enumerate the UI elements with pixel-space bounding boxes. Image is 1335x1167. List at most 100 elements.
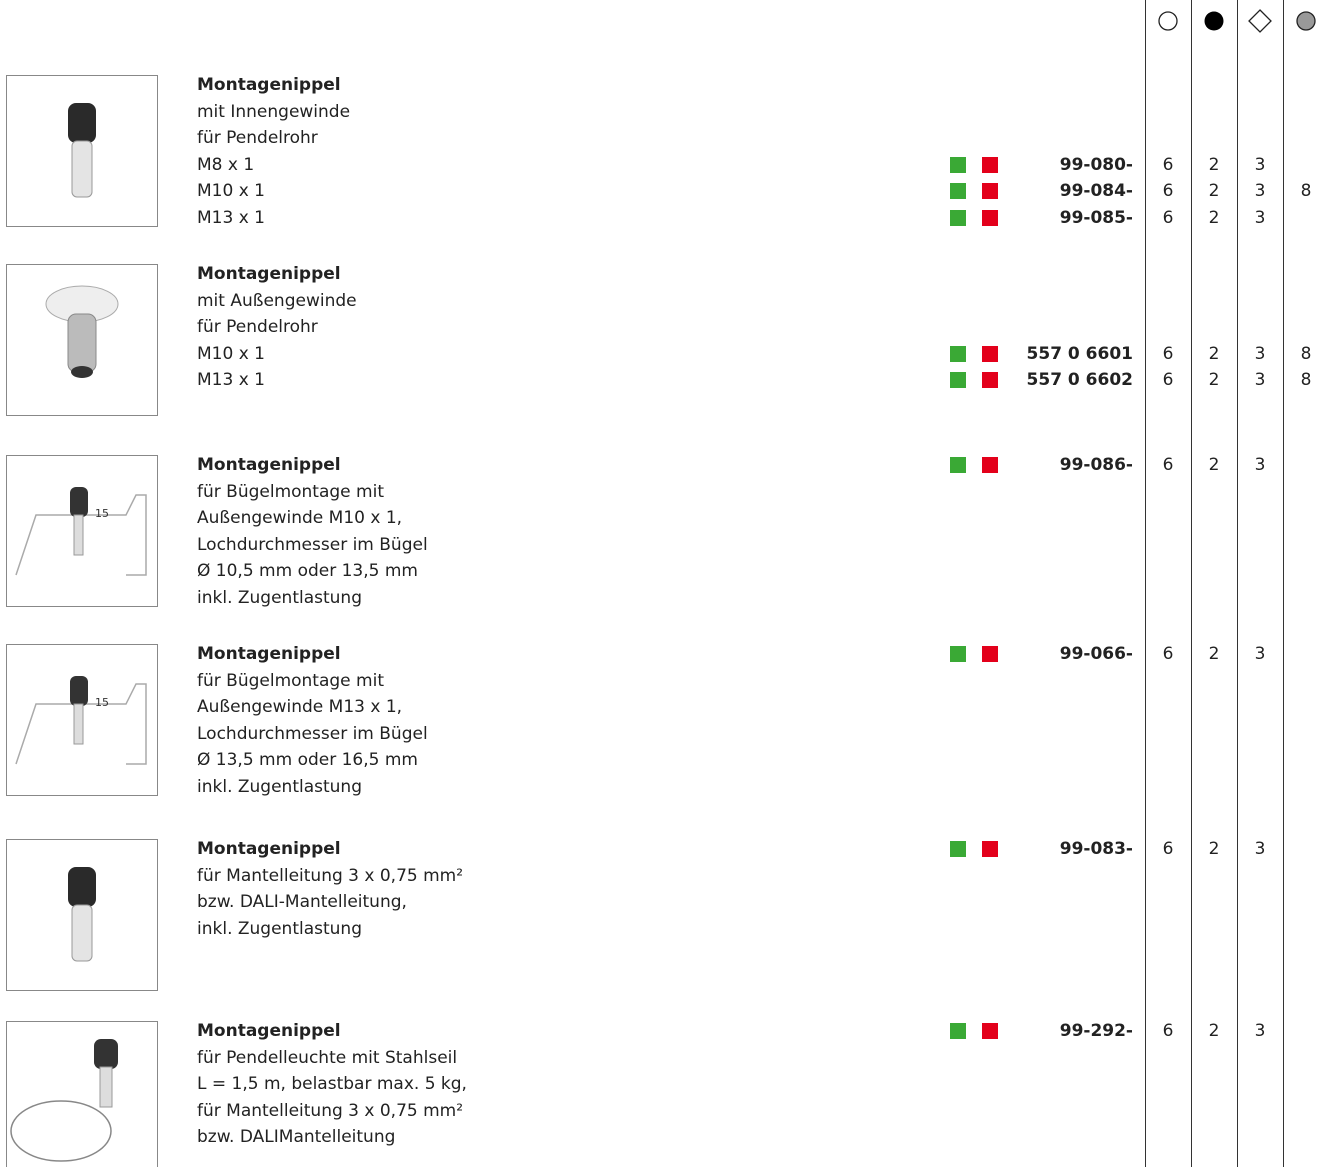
availability-red [982,183,998,199]
product-description: mit Außengewinde [197,290,357,311]
column-value: 3 [1254,839,1266,859]
product-description: Ø 10,5 mm oder 13,5 mm [197,561,418,581]
product-title: Montagenippel [197,455,341,475]
column-value: 6 [1162,154,1174,175]
column-value: 2 [1208,154,1220,175]
product-description: inkl. Zugentlastung [197,918,362,939]
column-value: 3 [1254,644,1266,664]
availability-red [982,209,998,226]
nipple-tube [67,313,97,373]
availability-red [982,457,998,473]
nipple-thread [94,1039,118,1069]
column-value: 6 [1162,1021,1174,1041]
product-description: mit Innengewinde [197,101,351,122]
product-image: 15 [6,455,158,607]
icon-diamond [1248,9,1272,33]
availability-green [950,646,966,662]
column-value: 6 [1162,455,1174,475]
availability-green [950,345,966,362]
column-value: 3 [1254,181,1266,201]
dimension-label: 15 [95,696,109,709]
product-description: M13 x 1 [197,207,265,228]
availability-green [950,156,966,173]
column-value: 6 [1162,343,1174,364]
column-value: 3 [1254,455,1266,475]
product-description: Lochdurchmesser im Bügel [197,534,428,555]
column-value: 2 [1208,343,1220,364]
article-code: 99-085- [1059,207,1133,228]
product-description: M13 x 1 [197,370,265,390]
column-value: 6 [1162,839,1174,859]
article-code: 99-086- [1059,455,1133,475]
product-description: inkl. Zugentlastung [197,587,362,608]
image-frame [6,455,158,607]
article-code: 99-080- [1059,154,1133,175]
nipple-tube [71,904,93,962]
product-title: Montagenippel [197,839,341,859]
nipple-tube [73,514,84,556]
product-title: Montagenippel [197,75,341,95]
column-value: 2 [1208,839,1220,859]
nipple-tube [99,1066,113,1108]
column-value: 8 [1300,370,1312,390]
availability-red [982,345,998,362]
column-value: 2 [1208,1021,1220,1041]
availability-green [950,841,966,857]
article-code: 557 0 6601 [1026,343,1133,364]
steel-cable [10,1100,112,1162]
nipple-thread [70,676,88,706]
product-description: für Bügelmontage mit [197,670,384,691]
article-code: 99-292- [1059,1021,1133,1041]
article-code: 99-084- [1059,181,1133,201]
product-description: Außengewinde M13 x 1, [197,697,403,717]
availability-red [982,646,998,662]
column-value: 2 [1208,644,1220,664]
article-code: 557 0 6602 [1026,370,1133,390]
nipple-thread [70,487,88,517]
column-value: 8 [1300,181,1312,201]
product-description: bzw. DALIMantelleitung [197,1127,396,1147]
product-description: Lochdurchmesser im Bügel [197,723,428,744]
column-value: 3 [1254,1021,1266,1041]
column-value: 2 [1208,207,1220,228]
column-value: 6 [1162,181,1174,201]
product-description: für Bügelmontage mit [197,481,384,502]
product-description: Außengewinde M10 x 1, [197,508,403,528]
product-image: 15 [6,644,158,796]
product-image [6,75,158,227]
product-description: bzw. DALI-Mantelleitung, [197,892,407,912]
availability-green [950,1023,966,1039]
icon-open-circle [1158,11,1178,31]
product-image [6,264,158,416]
column-value: 2 [1208,455,1220,475]
product-description: für Mantelleitung 3 x 0,75 mm² [197,865,464,886]
column-value: 3 [1254,154,1266,175]
product-image [6,1021,158,1167]
availability-green [950,183,966,199]
column-value: 6 [1162,370,1174,390]
nipple-thread [68,103,96,143]
image-frame [6,1021,158,1167]
product-description: für Pendelrohr [197,128,318,148]
column-value: 2 [1208,181,1220,201]
nipple-tube [73,703,84,745]
availability-green [950,209,966,226]
column-value: 6 [1162,207,1174,228]
article-code: 99-066- [1059,644,1133,664]
icon-grey-circle [1296,11,1316,31]
bracket [15,494,147,576]
product-description: Ø 13,5 mm oder 16,5 mm [197,750,418,770]
column-value: 3 [1254,370,1266,390]
nipple-tube [71,140,93,198]
column-value: 3 [1254,207,1266,228]
product-title: Montagenippel [197,264,341,284]
bracket [15,683,147,765]
availability-red [982,841,998,857]
nipple-thread [68,867,96,907]
column-value: 8 [1300,343,1312,364]
nipple-hole [71,366,93,378]
product-title: Montagenippel [197,1021,341,1041]
availability-red [982,156,998,173]
